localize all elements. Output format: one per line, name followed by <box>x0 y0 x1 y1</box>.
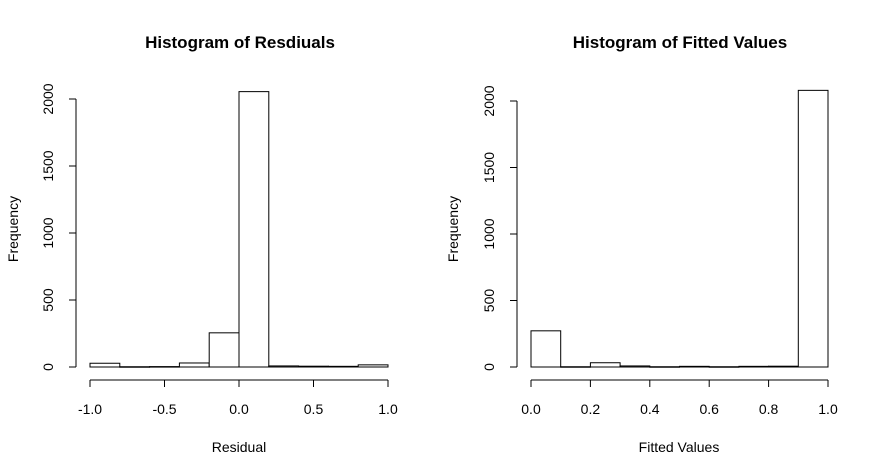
histogram-bar-1 <box>119 366 151 368</box>
x-tick-label: 0.0 <box>521 401 541 417</box>
chart-title: Histogram of Resdiuals <box>145 33 335 52</box>
y-tick-label: 2000 <box>40 83 56 114</box>
histogram-bar-6 <box>708 366 740 368</box>
x-tick-label: 0.4 <box>640 401 660 417</box>
histogram-bar-3 <box>619 365 651 368</box>
histogram-bar-5 <box>238 91 270 368</box>
chart-title: Histogram of Fitted Values <box>573 33 787 52</box>
histogram-bar-8 <box>327 365 359 368</box>
x-tick-label: 1.0 <box>818 401 838 417</box>
y-axis-label: Frequency <box>445 196 461 262</box>
histogram-bar-0 <box>530 330 562 368</box>
y-tick-label: 500 <box>40 288 56 312</box>
bars <box>530 89 829 368</box>
x-axis-label: Fitted Values <box>639 439 720 455</box>
y-axis: 0 500 1000 1500 2000 <box>40 83 77 371</box>
x-tick-label: -0.5 <box>152 401 176 417</box>
histogram-bar-9 <box>357 364 389 368</box>
x-axis: -1.0 -0.5 0.0 0.5 1.0 <box>78 379 398 417</box>
x-tick-label: -1.0 <box>78 401 102 417</box>
y-tick-label: 0 <box>481 363 497 371</box>
histogram-bar-8 <box>768 365 799 368</box>
histogram-bar-0 <box>89 362 121 368</box>
y-tick-label: 2000 <box>481 85 497 116</box>
x-tick-label: 0.2 <box>581 401 601 417</box>
x-axis-label: Residual <box>212 439 266 455</box>
histogram-bar-4 <box>208 332 240 368</box>
y-axis: 0 500 1000 1500 2000 <box>481 85 518 371</box>
y-tick-label: 1000 <box>481 218 497 249</box>
y-tick-label: 500 <box>481 289 497 313</box>
histogram-bar-6 <box>268 365 300 368</box>
y-tick-label: 1500 <box>40 150 56 181</box>
histogram-bar-7 <box>738 365 770 368</box>
y-tick-label: 0 <box>40 363 56 371</box>
histogram-bar-9 <box>797 89 829 368</box>
histogram-bar-7 <box>298 365 329 368</box>
bars <box>89 91 389 368</box>
x-tick-label: 0.8 <box>759 401 779 417</box>
residuals-histogram: Histogram of Resdiuals Residual Frequenc… <box>5 33 398 455</box>
histogram-bar-1 <box>560 366 591 368</box>
y-axis-label: Frequency <box>5 196 21 262</box>
x-tick-label: 0.6 <box>699 401 719 417</box>
fitted-values-histogram: Histogram of Fitted Values Fitted Values… <box>445 33 838 455</box>
x-axis: 0.0 0.2 0.4 0.6 0.8 1.0 <box>521 379 838 417</box>
histogram-bar-5 <box>679 365 710 368</box>
histogram-bar-2 <box>589 362 621 368</box>
histogram-bar-3 <box>178 362 210 368</box>
x-tick-label: 1.0 <box>378 401 398 417</box>
y-tick-label: 1500 <box>481 152 497 183</box>
histogram-bar-4 <box>649 366 680 368</box>
y-tick-label: 1000 <box>40 217 56 248</box>
x-tick-label: 0.0 <box>229 401 249 417</box>
histogram-bar-2 <box>149 366 180 368</box>
x-tick-label: 0.5 <box>304 401 324 417</box>
